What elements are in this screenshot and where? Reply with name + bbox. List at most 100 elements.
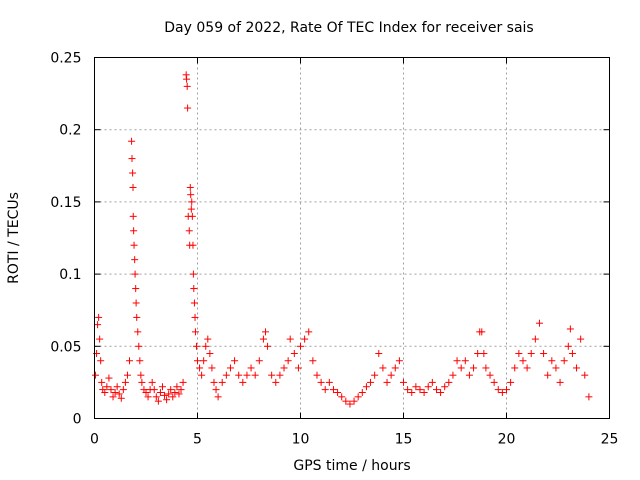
data-point [474, 350, 482, 358]
data-point [117, 394, 125, 402]
data-point [284, 357, 292, 365]
data-point [362, 383, 370, 391]
data-point [111, 389, 119, 397]
data-point [198, 371, 206, 379]
data-point [259, 335, 267, 343]
data-point [560, 357, 568, 365]
data-point [191, 313, 199, 321]
data-point [498, 389, 506, 397]
data-point [395, 357, 403, 365]
plot-frame [94, 57, 610, 419]
data-point [121, 378, 129, 386]
data-point [453, 357, 461, 365]
data-point [581, 371, 589, 379]
data-point [540, 350, 548, 358]
x-tick-label: 10 [292, 432, 310, 448]
data-point [329, 386, 337, 394]
data-point [231, 357, 239, 365]
chart-title: Day 059 of 2022, Rate Of TEC Index for r… [164, 20, 533, 36]
data-point [129, 169, 137, 177]
data-point [194, 357, 201, 365]
data-point [470, 364, 478, 372]
data-point [109, 393, 117, 401]
data-point [188, 198, 196, 206]
data-point [371, 371, 379, 379]
data-point [391, 364, 399, 372]
data-point [416, 386, 424, 394]
data-point [129, 183, 137, 191]
data-point [564, 342, 572, 350]
data-point [136, 357, 144, 365]
data-point [167, 386, 175, 394]
data-point [544, 371, 552, 379]
data-point [261, 328, 269, 336]
data-point [494, 386, 502, 394]
data-points [92, 71, 593, 408]
data-point [350, 397, 358, 405]
data-point [482, 364, 490, 372]
data-point [142, 389, 150, 397]
data-point [101, 389, 109, 397]
data-point [235, 371, 243, 379]
data-point [480, 350, 488, 358]
data-point [478, 328, 486, 336]
data-point [212, 386, 220, 394]
data-point [105, 374, 113, 382]
data-point [154, 397, 162, 405]
data-point [301, 335, 309, 343]
data-point [375, 350, 383, 358]
data-point [387, 371, 395, 379]
data-point [103, 383, 111, 391]
data-point [204, 335, 212, 343]
data-point [404, 386, 412, 394]
data-point [206, 350, 214, 358]
data-point [441, 383, 449, 391]
y-axis-label: ROTI / TECUs [6, 192, 22, 284]
data-point [272, 378, 280, 386]
data-point [158, 383, 166, 391]
x-axis-label: GPS time / hours [293, 458, 410, 474]
x-tick-label: 15 [395, 432, 413, 448]
data-point [188, 212, 196, 220]
data-point [119, 386, 127, 394]
data-point [97, 357, 105, 365]
data-point [190, 285, 198, 293]
data-point [286, 335, 294, 343]
data-point [354, 393, 362, 401]
data-point [334, 389, 342, 397]
data-point [367, 378, 375, 386]
data-point [137, 371, 145, 379]
data-point [309, 357, 317, 365]
data-point [135, 342, 143, 350]
data-point [325, 378, 333, 386]
data-point [148, 378, 156, 386]
data-point [490, 378, 498, 386]
data-point [507, 378, 515, 386]
data-point [437, 389, 445, 397]
data-point [420, 389, 428, 397]
data-point [461, 357, 469, 365]
data-point [190, 299, 198, 307]
data-point [305, 328, 313, 336]
data-point [208, 364, 216, 372]
data-point [573, 364, 581, 372]
data-point [187, 191, 195, 199]
data-point [297, 342, 304, 350]
data-point [523, 364, 531, 372]
data-point [317, 378, 325, 386]
data-point [169, 393, 177, 401]
data-point [412, 383, 420, 391]
data-point [173, 383, 181, 391]
data-point [449, 371, 457, 379]
data-point [123, 371, 131, 379]
data-point [243, 371, 251, 379]
data-point [400, 378, 407, 386]
data-point [432, 386, 440, 394]
data-point [379, 364, 387, 372]
data-point [130, 227, 138, 235]
data-point [519, 357, 527, 365]
x-tick-labels: 0 5 10 15 20 25 [90, 432, 618, 448]
data-point [408, 389, 416, 397]
data-point [192, 342, 200, 350]
data-point [276, 371, 284, 379]
